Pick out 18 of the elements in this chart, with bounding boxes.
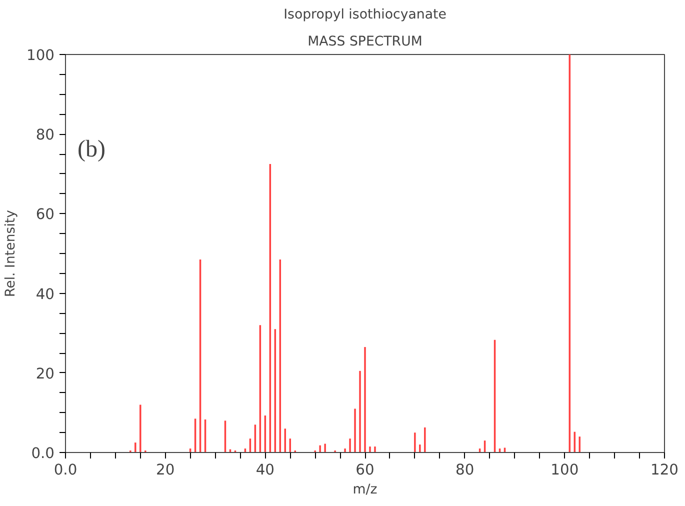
y-tick-label: 60 [36, 206, 55, 224]
x-tick-label: 0.0 [54, 462, 78, 478]
x-tick-label: 60 [356, 462, 374, 478]
x-tick-label: 100 [550, 462, 579, 478]
y-axis-title: Rel. Intensity [4, 210, 19, 298]
y-tick-label: 100 [26, 47, 55, 64]
chart-subtitle: MASS SPECTRUM [308, 34, 422, 50]
y-tick-label: 80 [36, 126, 55, 144]
x-tick-label: 120 [650, 462, 678, 478]
y-tick-label: 40 [36, 286, 55, 303]
chart-title: Isopropyl isothiocyanate [284, 8, 446, 22]
x-tick-label: 40 [256, 462, 274, 478]
x-tick-label: 80 [456, 462, 474, 478]
x-tick-label: 20 [156, 462, 175, 478]
y-tick-label: 20 [36, 365, 55, 382]
annotation: (b) [78, 136, 106, 162]
y-tick-label: 0.0 [31, 445, 55, 462]
x-axis-title: m/z [352, 482, 378, 498]
